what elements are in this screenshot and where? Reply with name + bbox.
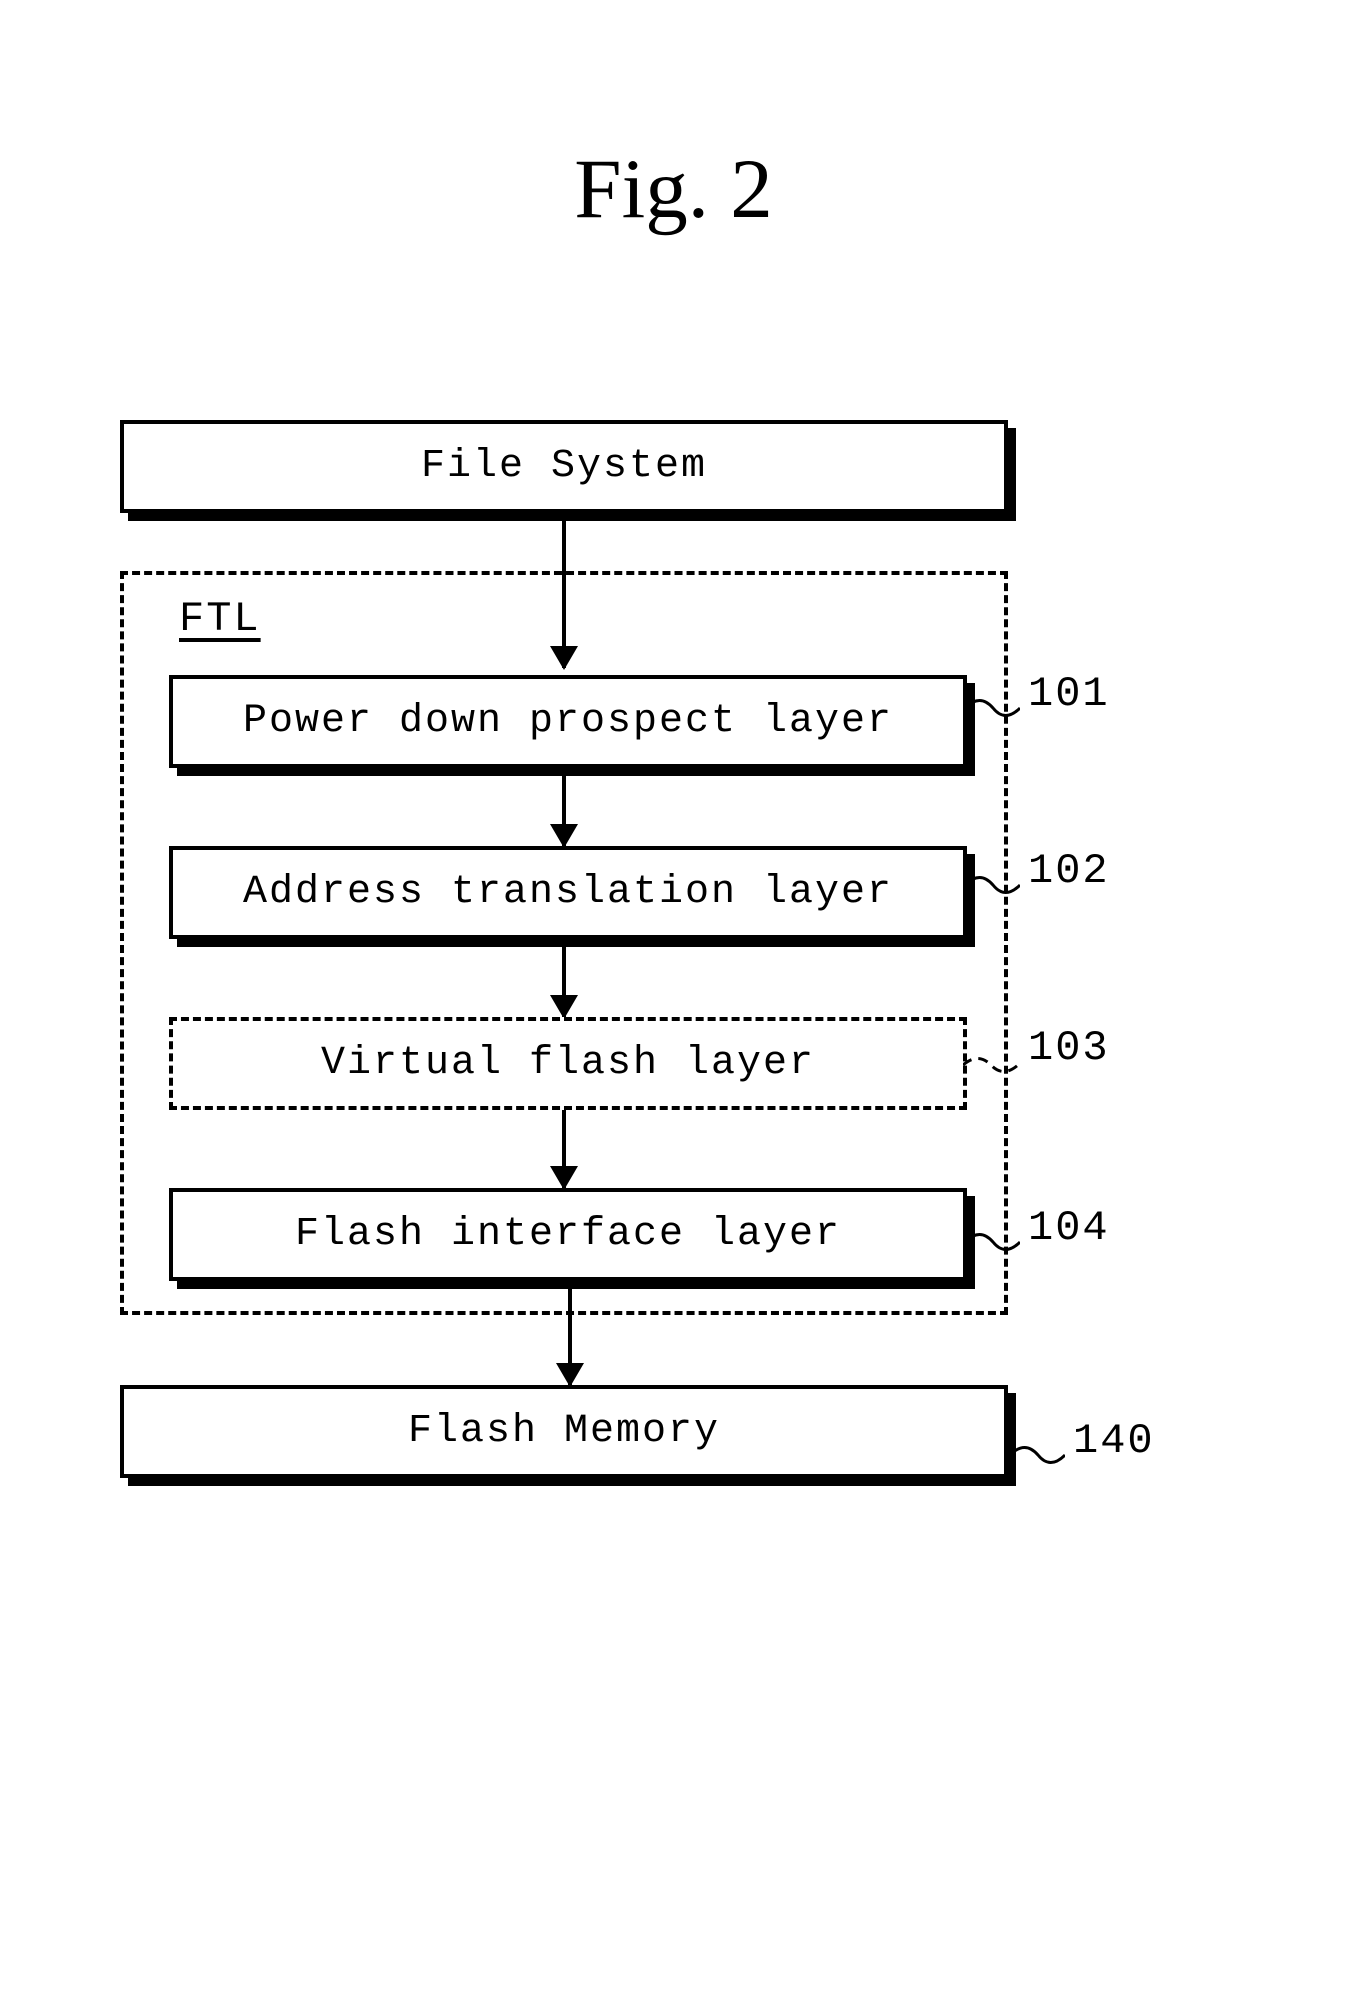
arrow-3 xyxy=(562,939,566,1017)
flash-memory-label: Flash Memory xyxy=(408,1409,720,1454)
arrow-2 xyxy=(562,768,566,846)
flash-memory-box: Flash Memory xyxy=(120,1385,1008,1478)
address-translation-label: Address translation layer xyxy=(243,870,893,915)
power-down-box: Power down prospect layer xyxy=(169,675,967,768)
ref-curve-140 xyxy=(1010,1435,1065,1475)
power-down-label: Power down prospect layer xyxy=(243,699,893,744)
address-translation-box: Address translation layer xyxy=(169,846,967,939)
arrow-5 xyxy=(568,1280,572,1385)
ref-dash-103 xyxy=(963,1050,1023,1080)
ref-103: 103 xyxy=(1028,1024,1110,1072)
flash-interface-box: Flash interface layer xyxy=(169,1188,967,1281)
ref-curve-101 xyxy=(965,688,1020,728)
arrow-1 xyxy=(562,513,566,668)
ref-curve-102 xyxy=(965,865,1020,905)
diagram-container: File System FTL Power down prospect laye… xyxy=(120,420,1020,1478)
file-system-label: File System xyxy=(421,444,707,489)
ftl-container: FTL Power down prospect layer Address tr… xyxy=(120,571,1008,1315)
ref-101: 101 xyxy=(1028,670,1110,718)
virtual-flash-label: Virtual flash layer xyxy=(321,1041,815,1086)
virtual-flash-box: Virtual flash layer xyxy=(169,1017,967,1110)
figure-title: Fig. 2 xyxy=(574,140,772,238)
ref-140: 140 xyxy=(1073,1417,1155,1465)
ref-104: 104 xyxy=(1028,1204,1110,1252)
flash-interface-label: Flash interface layer xyxy=(295,1212,841,1257)
ref-102: 102 xyxy=(1028,847,1110,895)
ftl-label: FTL xyxy=(179,595,261,643)
arrow-4 xyxy=(562,1110,566,1188)
ref-curve-104 xyxy=(965,1222,1020,1262)
file-system-box: File System xyxy=(120,420,1008,513)
